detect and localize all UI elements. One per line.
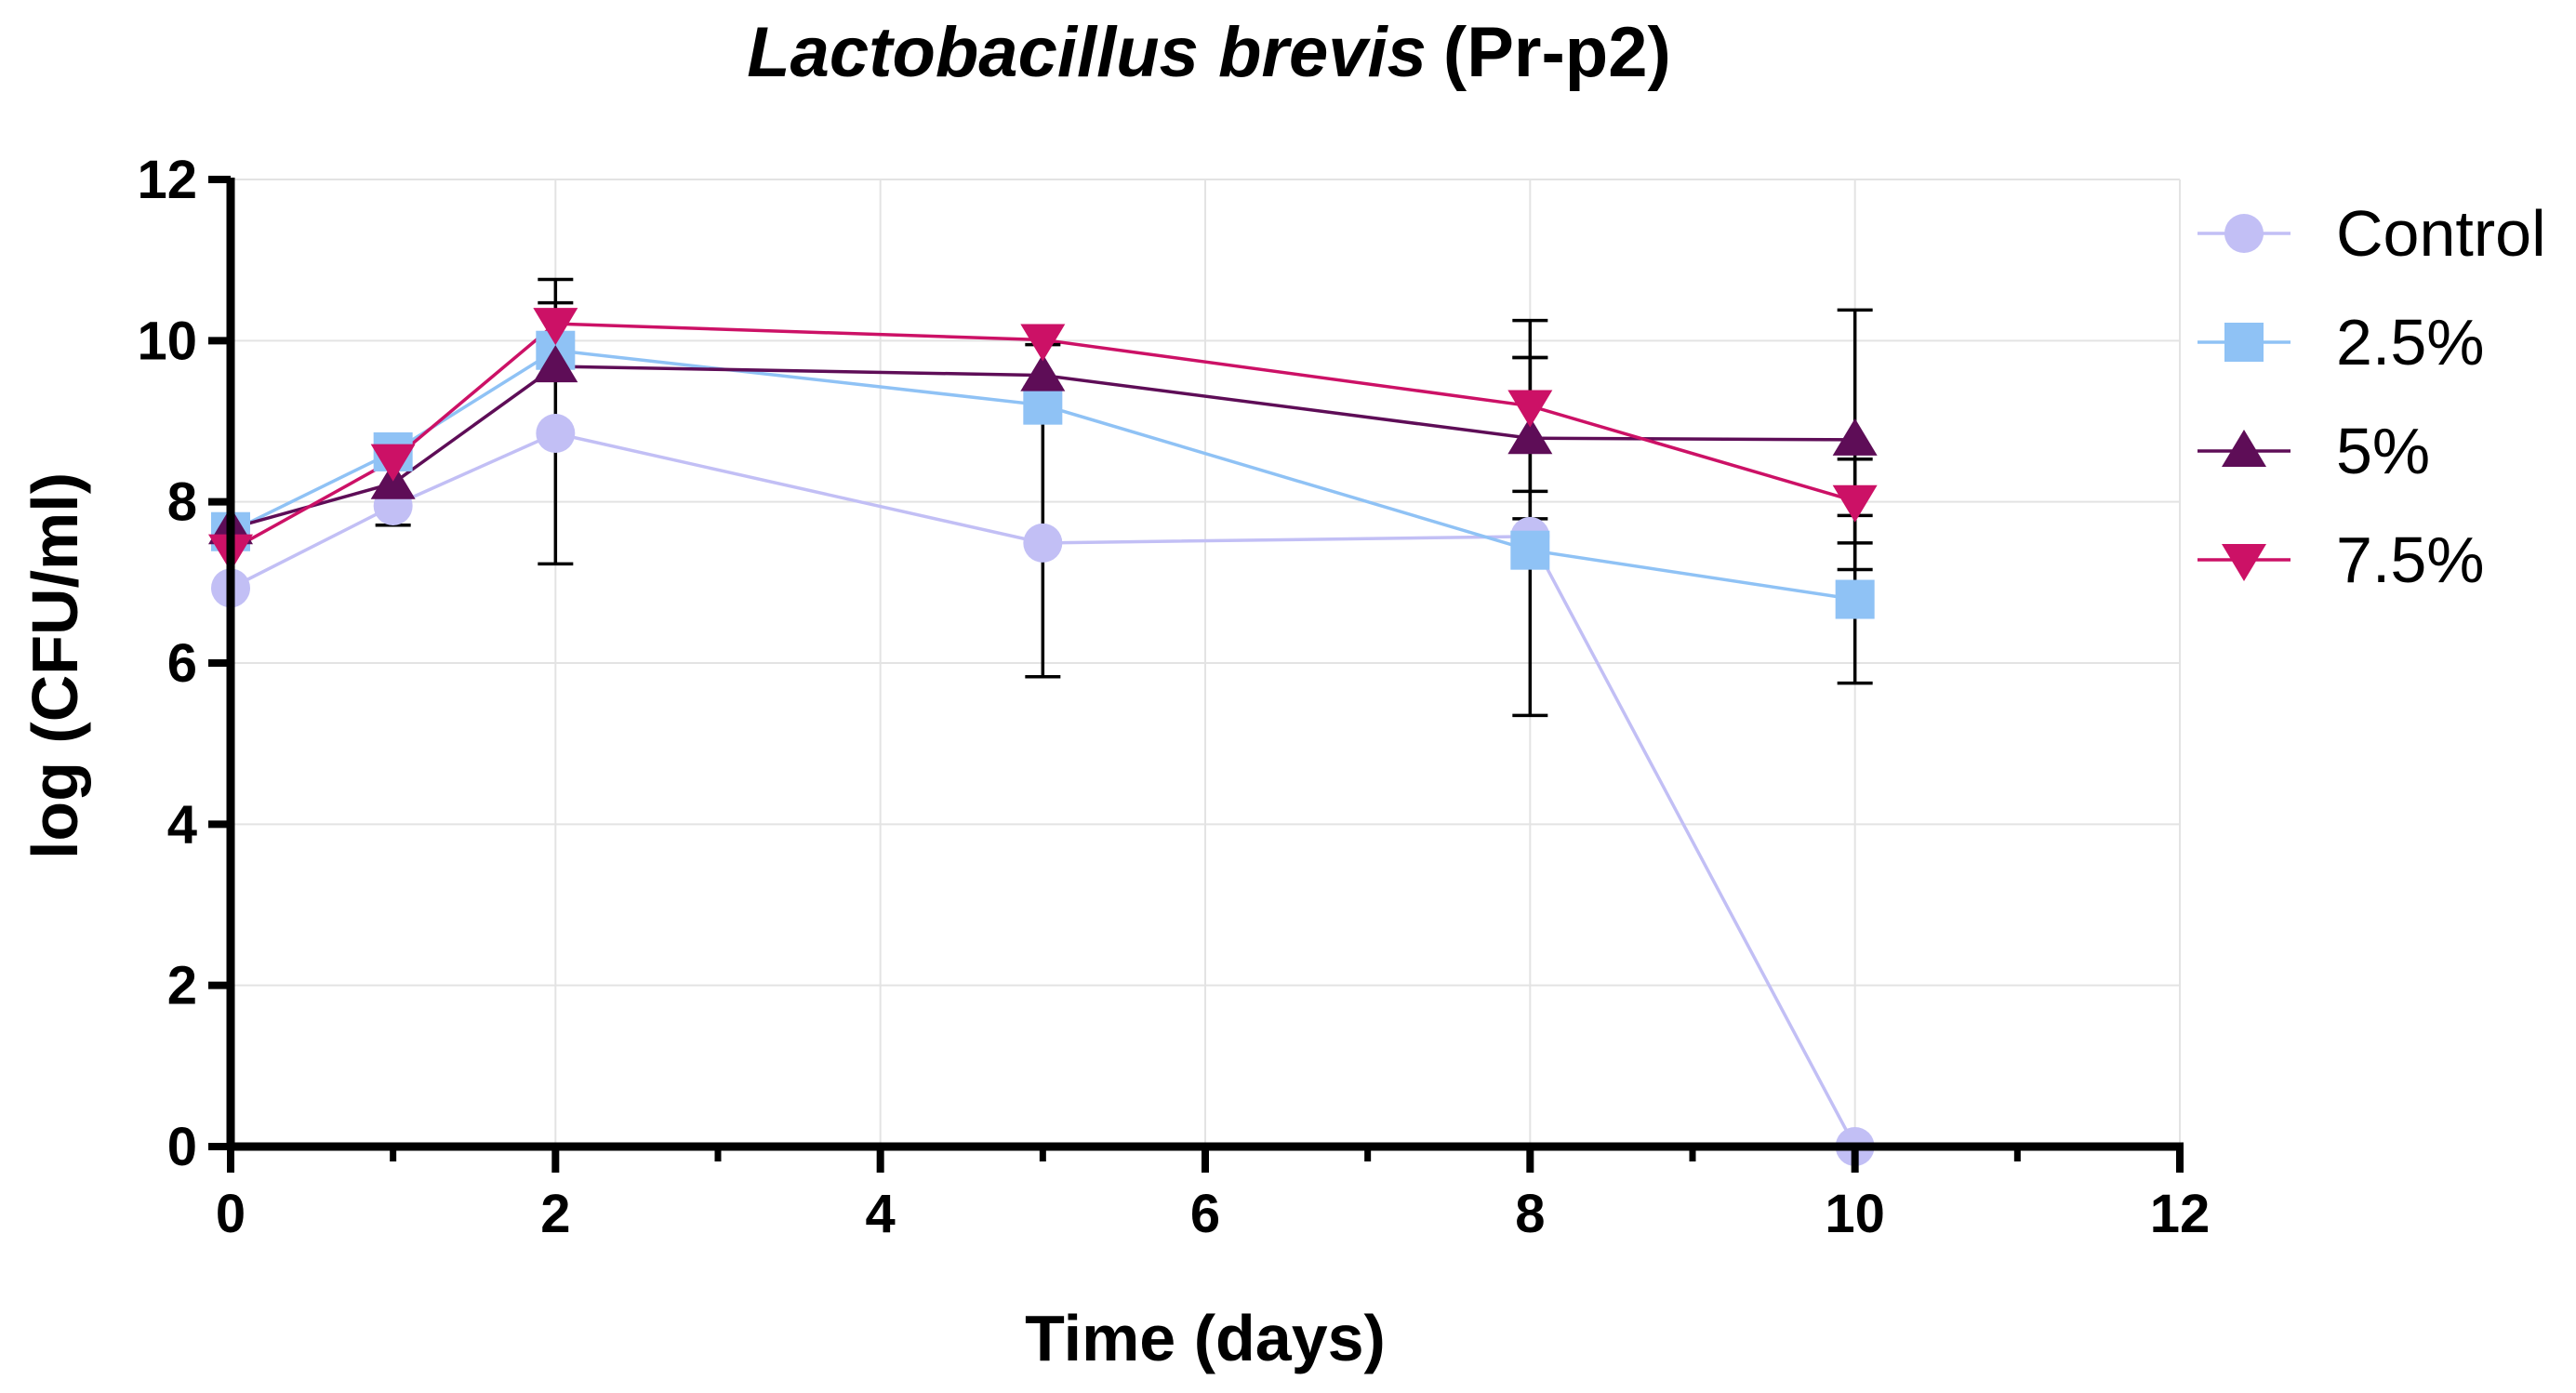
- legend-marker-2: [2222, 430, 2266, 467]
- data-point-s3-p4: [1507, 390, 1553, 428]
- data-point-s1-p4: [1510, 530, 1550, 570]
- chart-title: Lactobacillus brevis (Pr-p2): [747, 13, 1671, 92]
- error-bars: [375, 277, 1873, 718]
- x-tick-label-4: 4: [866, 1184, 896, 1244]
- legend-item-3: 7.5%: [2198, 524, 2485, 596]
- legend-label-0: Control: [2336, 197, 2546, 270]
- legend-marker-3: [2222, 544, 2266, 581]
- x-tick-label-10: 10: [1825, 1184, 1885, 1244]
- y-tick-label-8: 8: [167, 472, 197, 533]
- data-point-s0-p2: [536, 414, 576, 453]
- chart-title-rest: (Pr-p2): [1443, 13, 1671, 92]
- y-tick-label-10: 10: [137, 311, 197, 371]
- chart-title-italic: Lactobacillus brevis: [747, 13, 1427, 92]
- data-point-s1-p3: [1023, 385, 1063, 425]
- legend-label-2: 5%: [2336, 415, 2430, 487]
- legend: Control 2.5% 5% 7.5%: [2198, 197, 2546, 596]
- x-tick-label-2: 2: [540, 1184, 570, 1244]
- x-axis-title: Time (days): [1025, 1302, 1386, 1374]
- x-tick-label-8: 8: [1515, 1184, 1545, 1244]
- y-axis-title: log (CFU/ml): [19, 472, 91, 859]
- legend-item-1: 2.5%: [2198, 306, 2485, 378]
- x-tick-label-6: 6: [1190, 1184, 1220, 1244]
- y-tick-label-0: 0: [167, 1117, 197, 1177]
- data-point-s3-p5: [1832, 484, 1878, 523]
- legend-item-2: 5%: [2198, 415, 2430, 487]
- series-lines: [230, 322, 1857, 1148]
- series-line-3: [230, 322, 1856, 552]
- series-line-2: [230, 365, 1855, 530]
- data-point-s0-p3: [1023, 523, 1063, 563]
- y-tick-label-2: 2: [167, 956, 197, 1016]
- legend-marker-1: [2224, 323, 2264, 362]
- x-tick-label-0: 0: [216, 1184, 246, 1244]
- data-point-s2-p4: [1507, 417, 1553, 455]
- legend-marker-0: [2224, 214, 2264, 253]
- data-point-s3-p1: [370, 444, 416, 482]
- y-tick-label-4: 4: [167, 794, 197, 855]
- x-tick-label-12: 12: [2150, 1184, 2211, 1244]
- y-tick-label-12: 12: [137, 150, 197, 210]
- legend-label-1: 2.5%: [2336, 306, 2485, 378]
- legend-item-0: Control: [2198, 197, 2546, 270]
- axes: 0 2 4 6 8 10 12 0 2 4 6 8 10 12: [137, 150, 2210, 1244]
- data-point-s2-p5: [1832, 418, 1878, 456]
- data-point-s1-p5: [1835, 579, 1875, 619]
- data-point-s2-p3: [1020, 353, 1066, 391]
- data-point-s2-p2: [533, 345, 578, 383]
- data-point-s3-p2: [533, 308, 578, 346]
- grid: [231, 179, 2181, 1147]
- series-line-1: [230, 348, 1855, 602]
- y-tick-label-6: 6: [167, 633, 197, 694]
- legend-label-3: 7.5%: [2336, 524, 2485, 596]
- data-point-s3-p3: [1020, 324, 1066, 362]
- series-line-0: [230, 431, 1857, 1148]
